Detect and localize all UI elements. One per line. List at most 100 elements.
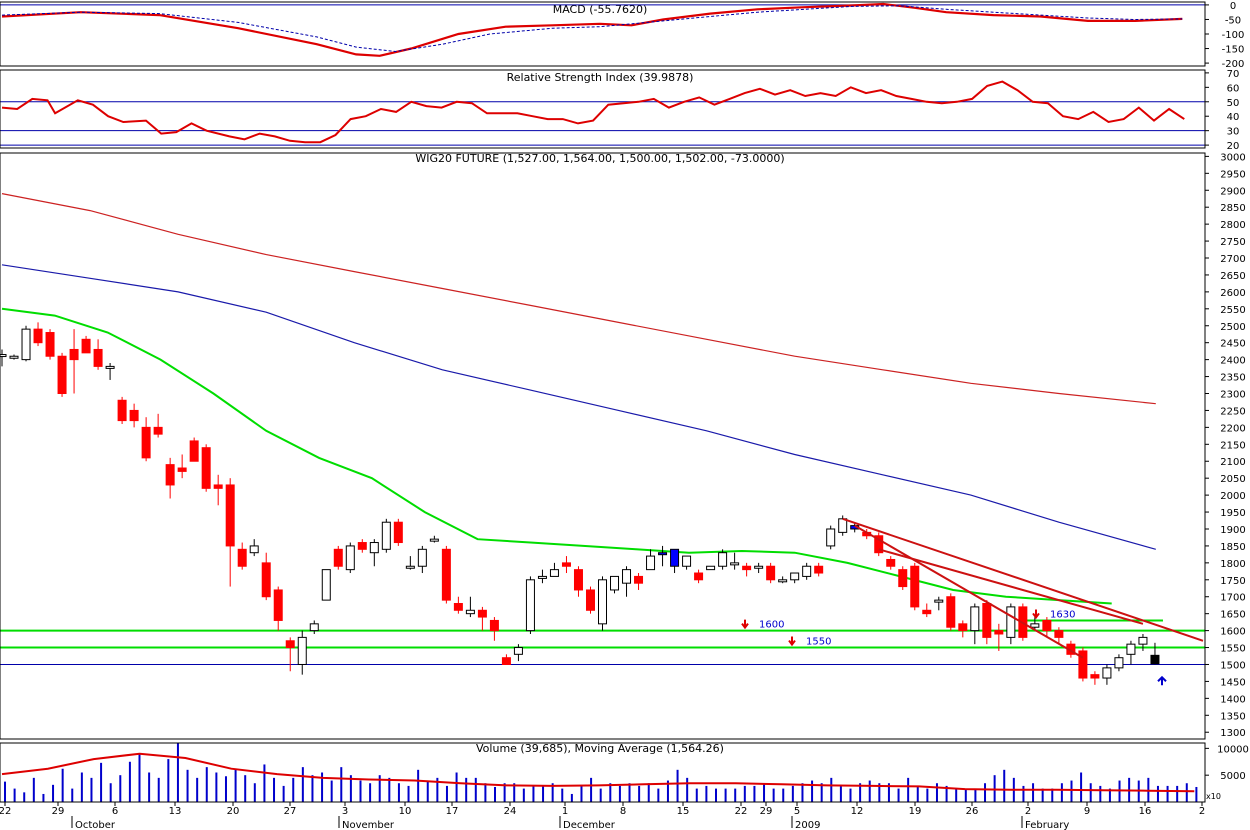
candle-body [838, 518, 848, 533]
x-tick-label: 10 [399, 806, 412, 817]
y-tick-label: -150 [1222, 45, 1245, 56]
candle-body [81, 338, 91, 354]
price-panel: WIG20 FUTURE (1,527.00, 1,564.00, 1,500.… [0, 152, 1246, 739]
candle-body [1030, 623, 1040, 628]
candle-body [93, 348, 103, 367]
y-tick-label: 2450 [1220, 339, 1245, 350]
candle-body [598, 579, 607, 625]
candle-body [69, 348, 79, 361]
candle-body [225, 484, 235, 547]
candle-body [874, 535, 884, 554]
candle-body [153, 426, 163, 435]
x-tick-label: 8 [620, 806, 626, 817]
candle-body [561, 562, 571, 567]
y-tick-label: 1800 [1220, 559, 1245, 570]
y-tick-label: -200 [1222, 59, 1245, 70]
candle-body [982, 603, 992, 638]
candle-body [393, 521, 403, 544]
candle-body [201, 447, 211, 489]
y-tick-label: 1500 [1220, 660, 1245, 671]
y-tick-label: 2400 [1220, 356, 1245, 367]
candle-body [489, 619, 499, 632]
candle-body [237, 548, 247, 567]
x-tick-label: 3 [342, 806, 348, 817]
macd-panel: MACD (-55.7620) 0 -50 -100 -150 -200 [0, 1, 1244, 70]
rsi-panel: Relative Strength Index (39.9878) 70 60 50… [0, 69, 1239, 152]
y-tick-label: 1550 [1220, 644, 1245, 655]
level-label-1550: 1550 [806, 637, 831, 648]
candle-body [105, 365, 115, 369]
candle-body [477, 609, 487, 618]
candle-body [1138, 636, 1148, 645]
volume-title: Volume (39,685), Moving Average (1,564.2… [476, 742, 724, 755]
y-tick-label: 2500 [1220, 322, 1245, 333]
candle-body [1054, 630, 1064, 638]
candle-body [994, 630, 1004, 635]
price-title: WIG20 FUTURE (1,527.00, 1,564.00, 1,500.… [415, 152, 784, 165]
candle-body [297, 636, 307, 665]
candle-body [694, 572, 704, 581]
x-tick-label: 24 [504, 806, 517, 817]
y-tick-label: 10000 [1217, 744, 1249, 755]
candle-body [898, 569, 908, 588]
y-tick-label: 2100 [1220, 457, 1245, 468]
candle-body [946, 596, 956, 628]
x-tick-label: 26 [966, 806, 979, 817]
month-label: December [563, 820, 616, 830]
candle-body [646, 555, 656, 571]
y-tick-label: 2600 [1220, 288, 1245, 299]
candle-body [321, 569, 331, 601]
x-tick-label: 9 [1084, 806, 1090, 817]
candle-body [1078, 650, 1088, 679]
candle-body [1126, 643, 1136, 655]
y-tick-label: 60 [1227, 83, 1240, 94]
candle-body [0, 354, 7, 358]
candle-body [958, 623, 968, 632]
x-tick-label: 19 [909, 806, 922, 817]
candle-body [33, 328, 43, 344]
candle-body [405, 565, 415, 569]
y-tick-label: 40 [1227, 112, 1240, 123]
candle-body [465, 609, 475, 615]
candle-body [573, 569, 583, 591]
candle-body [622, 569, 632, 584]
x-tick-label: 17 [446, 806, 459, 817]
x-tick-label: 22 [0, 806, 11, 817]
y-tick-label: 50 [1227, 98, 1240, 109]
candle-body [778, 579, 788, 583]
y-tick-label: 2750 [1220, 237, 1245, 248]
y-tick-label: 1350 [1220, 711, 1245, 722]
y-tick-label: 2800 [1220, 220, 1245, 231]
candle-body [45, 332, 55, 357]
y-tick-label: 2250 [1220, 406, 1245, 417]
candle-body [1042, 619, 1052, 632]
volume-moving-average [1, 752, 1195, 793]
candle-body [177, 467, 187, 472]
candle-body [249, 545, 259, 554]
x-tick-label: 16 [1139, 806, 1152, 817]
y-tick-label: -100 [1222, 30, 1245, 41]
x-tick-label: 2 [1025, 806, 1031, 817]
candle-body [9, 355, 19, 359]
macd-signal-line [1, 5, 1183, 53]
candle-body [165, 464, 175, 486]
candle-body [117, 399, 127, 422]
candle-body [21, 328, 31, 361]
candle-body [585, 589, 595, 611]
y-tick-label: 2300 [1220, 389, 1245, 400]
y-tick-label: 1850 [1220, 542, 1245, 553]
down-arrow-icon [1032, 609, 1040, 620]
candle-body [381, 521, 391, 550]
candle-body [730, 562, 740, 566]
down-arrow-icon [741, 619, 749, 630]
candle-body [453, 603, 463, 611]
candle-body [634, 575, 644, 584]
candle-body [1114, 657, 1124, 669]
y-tick-label: 1900 [1220, 525, 1245, 536]
y-tick-label: 2200 [1220, 423, 1245, 434]
candle-body [718, 552, 728, 567]
candle-body [129, 409, 139, 422]
y-tick-label: 20 [1227, 141, 1240, 152]
y-tick-label: 1600 [1220, 627, 1245, 638]
candle-body [345, 545, 355, 571]
